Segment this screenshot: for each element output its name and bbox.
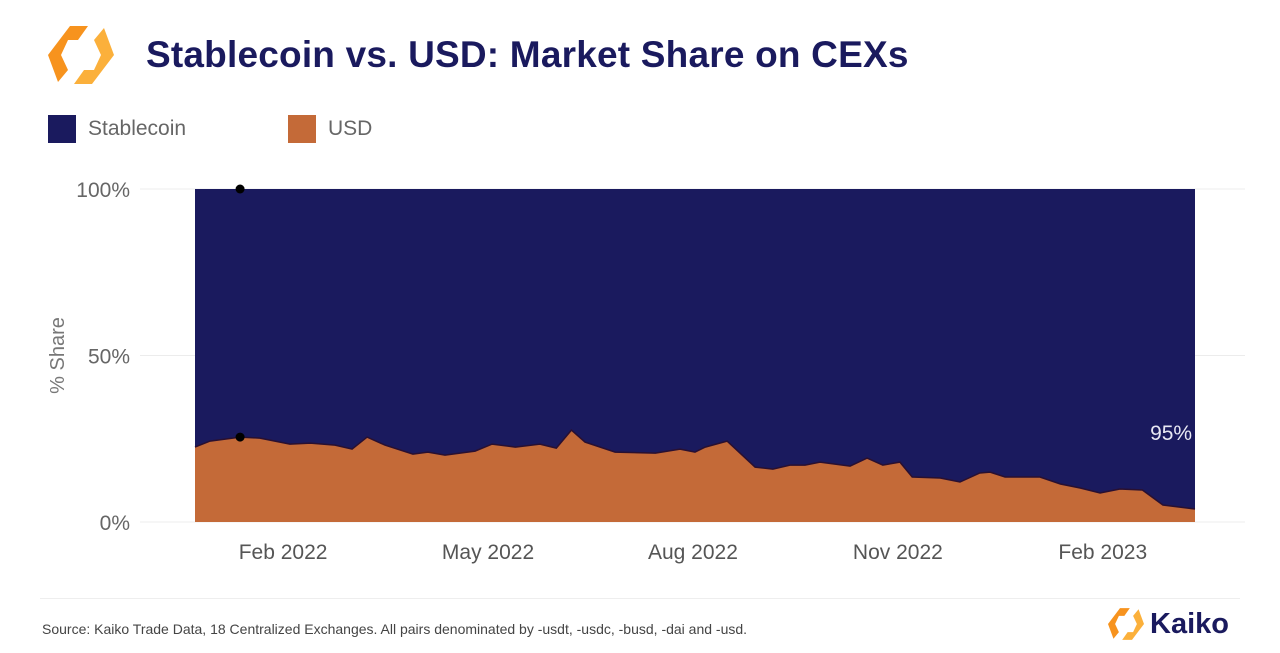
chart-title: Stablecoin vs. USD: Market Share on CEXs [146, 34, 909, 75]
x-tick-label: Aug 2022 [648, 541, 738, 564]
x-tick-label: Feb 2023 [1058, 541, 1147, 564]
legend-swatch-usd [288, 115, 316, 143]
footer-divider [40, 598, 1240, 599]
kaiko-logo [48, 26, 114, 84]
legend-label: USD [328, 117, 373, 140]
legend-swatch-stablecoin [48, 115, 76, 143]
series-area-usd [195, 430, 1195, 522]
data-point-marker [235, 184, 245, 194]
brand-name: Kaiko [1150, 607, 1229, 640]
brand-logo: Kaiko [1108, 607, 1229, 641]
kaiko-logo-icon [1108, 608, 1144, 640]
x-tick-label: Feb 2022 [239, 541, 328, 564]
y-tick-label: 100% [76, 179, 130, 202]
legend-label: Stablecoin [88, 117, 187, 140]
data-point-marker [235, 432, 245, 442]
series-boundary-line [194, 429, 1196, 510]
y-tick-label: 0% [100, 512, 130, 535]
chart-plot: 0% 50% 100% % Share Feb 2022 May 2022 Aug 2022… [47, 179, 1245, 564]
legend-item-stablecoin: Stablecoin [48, 114, 186, 144]
legend-item-usd: USD [288, 114, 372, 144]
source-note: Source: Kaiko Trade Data, 18 Centralized… [42, 621, 748, 637]
annotation-label: 95% [1150, 422, 1192, 445]
y-axis-label: % Share [47, 317, 69, 394]
y-tick-label: 50% [88, 346, 130, 369]
x-tick-label: May 2022 [442, 541, 534, 564]
x-tick-label: Nov 2022 [853, 541, 943, 564]
